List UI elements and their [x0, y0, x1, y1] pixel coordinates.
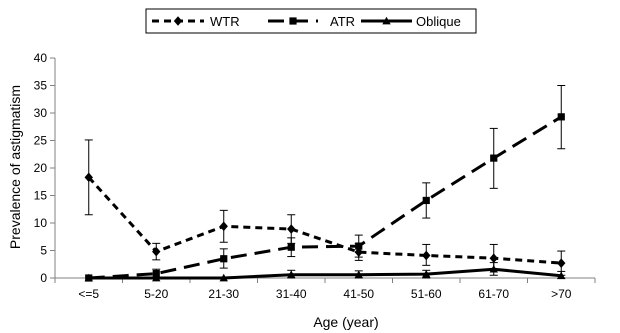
data-point-oblique — [84, 273, 93, 282]
data-point-oblique — [287, 270, 296, 279]
x-tick-label: 41-50 — [343, 287, 374, 301]
data-point-wtr — [152, 246, 161, 257]
x-tick-label: 21-30 — [208, 287, 239, 301]
data-point-wtr — [84, 172, 93, 183]
legend-item-oblique: Oblique — [361, 14, 461, 29]
series-line-atr — [88, 115, 563, 280]
data-point-oblique — [422, 269, 431, 278]
data-point-wtr — [489, 253, 498, 263]
y-tick-label: 35 — [34, 79, 48, 93]
data-point-wtr — [354, 247, 363, 257]
x-tick-label: 61-70 — [478, 287, 509, 301]
data-point-oblique — [219, 273, 228, 282]
y-tick-label: 15 — [34, 189, 48, 203]
y-tick-label: 30 — [34, 106, 48, 120]
data-point-oblique — [557, 271, 566, 280]
y-tick-label: 25 — [34, 134, 48, 148]
data-point-wtr — [287, 224, 296, 234]
data-point-wtr — [557, 258, 566, 268]
chart-axes: 0 5 10 15 20 25 30 35 40 <=5 5-20 21-30 31-40 41-50 51… — [34, 51, 596, 301]
data-point-atr — [152, 270, 160, 278]
y-axis-title: Prevalence of astigmatism — [7, 85, 23, 249]
legend-item-atr: ATR — [268, 14, 355, 29]
legend-label-wtr: WTR — [210, 14, 240, 29]
data-point-atr — [287, 243, 295, 251]
data-point-wtr — [219, 221, 228, 232]
series-line-oblique — [88, 267, 562, 280]
y-tick-label: 10 — [34, 216, 48, 230]
x-tick-label: >70 — [551, 287, 572, 301]
x-tick-label: <=5 — [78, 287, 99, 301]
x-tick-label: 31-40 — [276, 287, 307, 301]
legend-marker-oblique — [382, 16, 391, 25]
x-tick-label: 5-20 — [144, 287, 168, 301]
y-tick-label: 20 — [34, 161, 48, 175]
data-point-wtr — [422, 250, 431, 261]
data-point-oblique — [489, 265, 498, 273]
legend-label-oblique: Oblique — [416, 14, 461, 29]
legend-marker-atr — [289, 17, 297, 25]
data-point-oblique — [354, 270, 363, 279]
series-line-wtr — [87, 176, 562, 265]
series-lines — [87, 115, 563, 280]
y-tick-label: 5 — [40, 244, 47, 258]
x-axis-title: Age (year) — [313, 314, 378, 330]
data-point-atr — [422, 196, 430, 205]
x-tick-label: 51-60 — [411, 287, 442, 301]
y-tick-label: 0 — [40, 271, 47, 285]
data-point-oblique — [152, 273, 161, 282]
series-markers — [84, 113, 566, 282]
data-point-atr — [355, 242, 363, 250]
y-tick-label: 40 — [34, 51, 48, 65]
data-point-atr — [220, 255, 228, 263]
chart-legend: WTR ATR Oblique — [145, 8, 477, 34]
legend-label-atr: ATR — [330, 14, 355, 29]
data-point-atr — [557, 113, 565, 121]
legend-marker-wtr — [173, 16, 183, 26]
data-point-atr — [490, 154, 498, 162]
legend-item-wtr: WTR — [152, 14, 240, 29]
